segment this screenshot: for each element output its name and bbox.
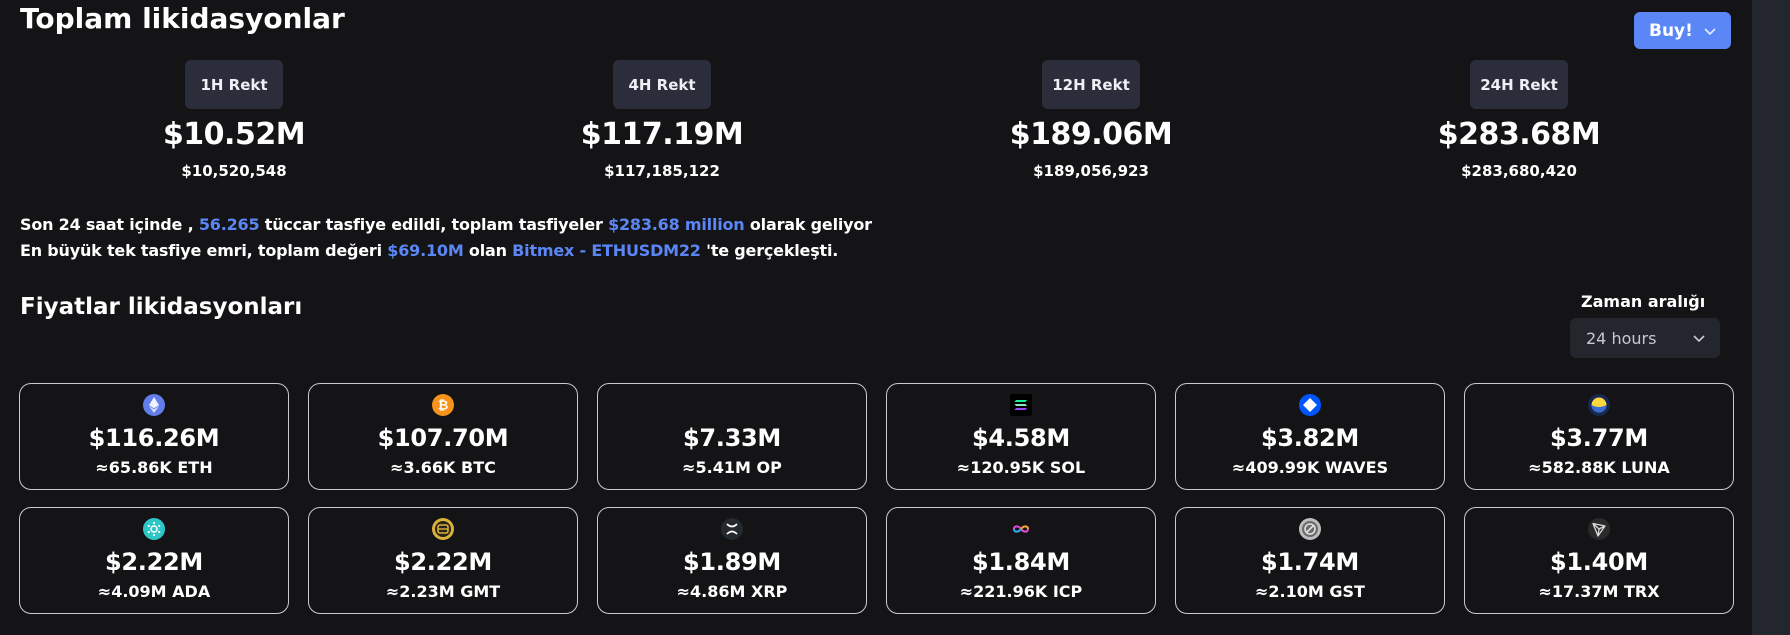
summary-text: tüccar tasfiye edildi, toplam tasfiyeler [264,215,603,234]
coin-card-luna[interactable]: $3.77M ≈582.88K LUNA [1464,383,1734,490]
coin-amount: ≈2.10M GST [1255,582,1365,601]
summary-text: Son 24 saat içinde , [20,215,194,234]
coin-amount: ≈3.66K BTC [390,458,496,477]
summary-text: olan [468,241,507,260]
coin-card-gst[interactable]: $1.74M ≈2.10M GST [1175,507,1445,614]
chevron-down-icon [1693,335,1705,343]
scrollbar[interactable] [1752,0,1790,635]
traders-count: 56.265 [198,215,260,234]
coin-amount: ≈221.96K ICP [959,582,1083,601]
rekt-label[interactable]: 24H Rekt [1470,60,1568,109]
icp-icon [1009,517,1033,541]
coin-card-waves[interactable]: $3.82M ≈409.99K WAVES [1175,383,1445,490]
rekt-value: $283.68M [1437,117,1601,152]
coin-card-ada[interactable]: $2.22M ≈4.09M ADA [19,507,289,614]
main-content: Toplam likidasyonlar Buy! 1H Rekt $10.52… [19,2,1734,614]
coin-card-eth[interactable]: $116.26M ≈65.86K ETH [19,383,289,490]
coin-value: $1.74M [1261,548,1359,576]
waves-icon [1298,393,1322,417]
time-range-select[interactable]: 24 hours [1570,318,1720,358]
summary-text: 'te gerçekleşti. [706,241,839,260]
rekt-12h: 12H Rekt $189.06M $189,056,923 [971,60,1211,180]
rekt-value: $10.52M [162,117,306,152]
largest-order-value: $69.10M [387,241,464,260]
coin-value: $2.22M [394,548,492,576]
coin-amount: ≈582.88K LUNA [1528,458,1670,477]
rekt-4h: 4H Rekt $117.19M $117,185,122 [542,60,782,180]
coin-value: $3.82M [1261,424,1359,452]
coin-value: $1.84M [972,548,1070,576]
page-title: Toplam likidasyonlar [20,2,345,35]
coin-value: $107.70M [377,424,509,452]
trx-icon [1587,517,1611,541]
coin-amount: ≈409.99K WAVES [1231,458,1389,477]
coin-amount: ≈65.86K ETH [95,458,213,477]
op-icon [720,393,744,417]
luna-icon [1587,393,1611,417]
coin-liquidation-grid: $116.26M ≈65.86K ETH ₿ $107.70M ≈3.66K B… [19,383,1734,614]
coin-value: $1.40M [1550,548,1648,576]
coin-value: $1.89M [683,548,781,576]
coin-card-xrp[interactable]: $1.89M ≈4.86M XRP [597,507,867,614]
rekt-24h: 24H Rekt $283.68M $283,680,420 [1399,60,1639,180]
rekt-value: $117.19M [580,117,744,152]
coin-value: $2.22M [105,548,203,576]
coin-card-trx[interactable]: $1.40M ≈17.37M TRX [1464,507,1734,614]
coin-amount: ≈120.95K SOL [956,458,1086,477]
summary-line-2: En büyük tek tasfiye emri, toplam değeri… [20,238,872,264]
ada-icon [142,517,166,541]
time-range-label: Zaman aralığı [1581,292,1706,311]
coin-amount: ≈4.09M ADA [97,582,211,601]
coin-card-sol[interactable]: $4.58M ≈120.95K SOL [886,383,1156,490]
coin-value: $4.58M [972,424,1070,452]
coin-card-gmt[interactable]: $2.22M ≈2.23M GMT [308,507,578,614]
coin-value: $116.26M [88,424,220,452]
chevron-down-icon [1704,27,1716,35]
eth-icon [142,393,166,417]
rekt-1h: 1H Rekt $10.52M $10,520,548 [114,60,354,180]
rekt-label[interactable]: 12H Rekt [1042,60,1140,109]
coin-amount: ≈5.41M OP [682,458,782,477]
section-title: Fiyatlar likidasyonları [20,294,303,320]
btc-icon: ₿ [431,393,455,417]
xrp-icon [720,517,744,541]
rekt-label[interactable]: 1H Rekt [185,60,283,109]
rekt-exact-value: $10,520,548 [181,162,287,180]
exchange-link[interactable]: Bitmex - ETHUSDM22 [512,241,701,260]
svg-text:₿: ₿ [438,399,449,414]
summary-text: En büyük tek tasfiye emri, toplam değeri [20,241,382,260]
rekt-label[interactable]: 4H Rekt [613,60,711,109]
total-liquidation: $283.68 million [608,215,745,234]
sol-icon [1009,393,1033,417]
coin-amount: ≈2.23M GMT [385,582,501,601]
rekt-exact-value: $189,056,923 [1033,162,1149,180]
buy-button-label: Buy! [1649,20,1693,41]
rekt-exact-value: $283,680,420 [1461,162,1577,180]
coin-value: $3.77M [1550,424,1648,452]
gst-icon [1298,517,1322,541]
summary-text: olarak geliyor [749,215,872,234]
liquidation-summary: Son 24 saat içinde , 56.265 tüccar tasfi… [20,212,872,264]
coin-card-icp[interactable]: $1.84M ≈221.96K ICP [886,507,1156,614]
coin-value: $7.33M [683,424,781,452]
summary-line-1: Son 24 saat içinde , 56.265 tüccar tasfi… [20,212,872,238]
time-range-value: 24 hours [1586,328,1657,348]
coin-amount: ≈4.86M XRP [676,582,788,601]
buy-button[interactable]: Buy! [1634,12,1731,49]
coin-amount: ≈17.37M TRX [1538,582,1660,601]
rekt-exact-value: $117,185,122 [604,162,720,180]
coin-card-op[interactable]: $7.33M ≈5.41M OP [597,383,867,490]
rekt-value: $189.06M [1009,117,1173,152]
gmt-icon [431,517,455,541]
coin-card-btc[interactable]: ₿ $107.70M ≈3.66K BTC [308,383,578,490]
